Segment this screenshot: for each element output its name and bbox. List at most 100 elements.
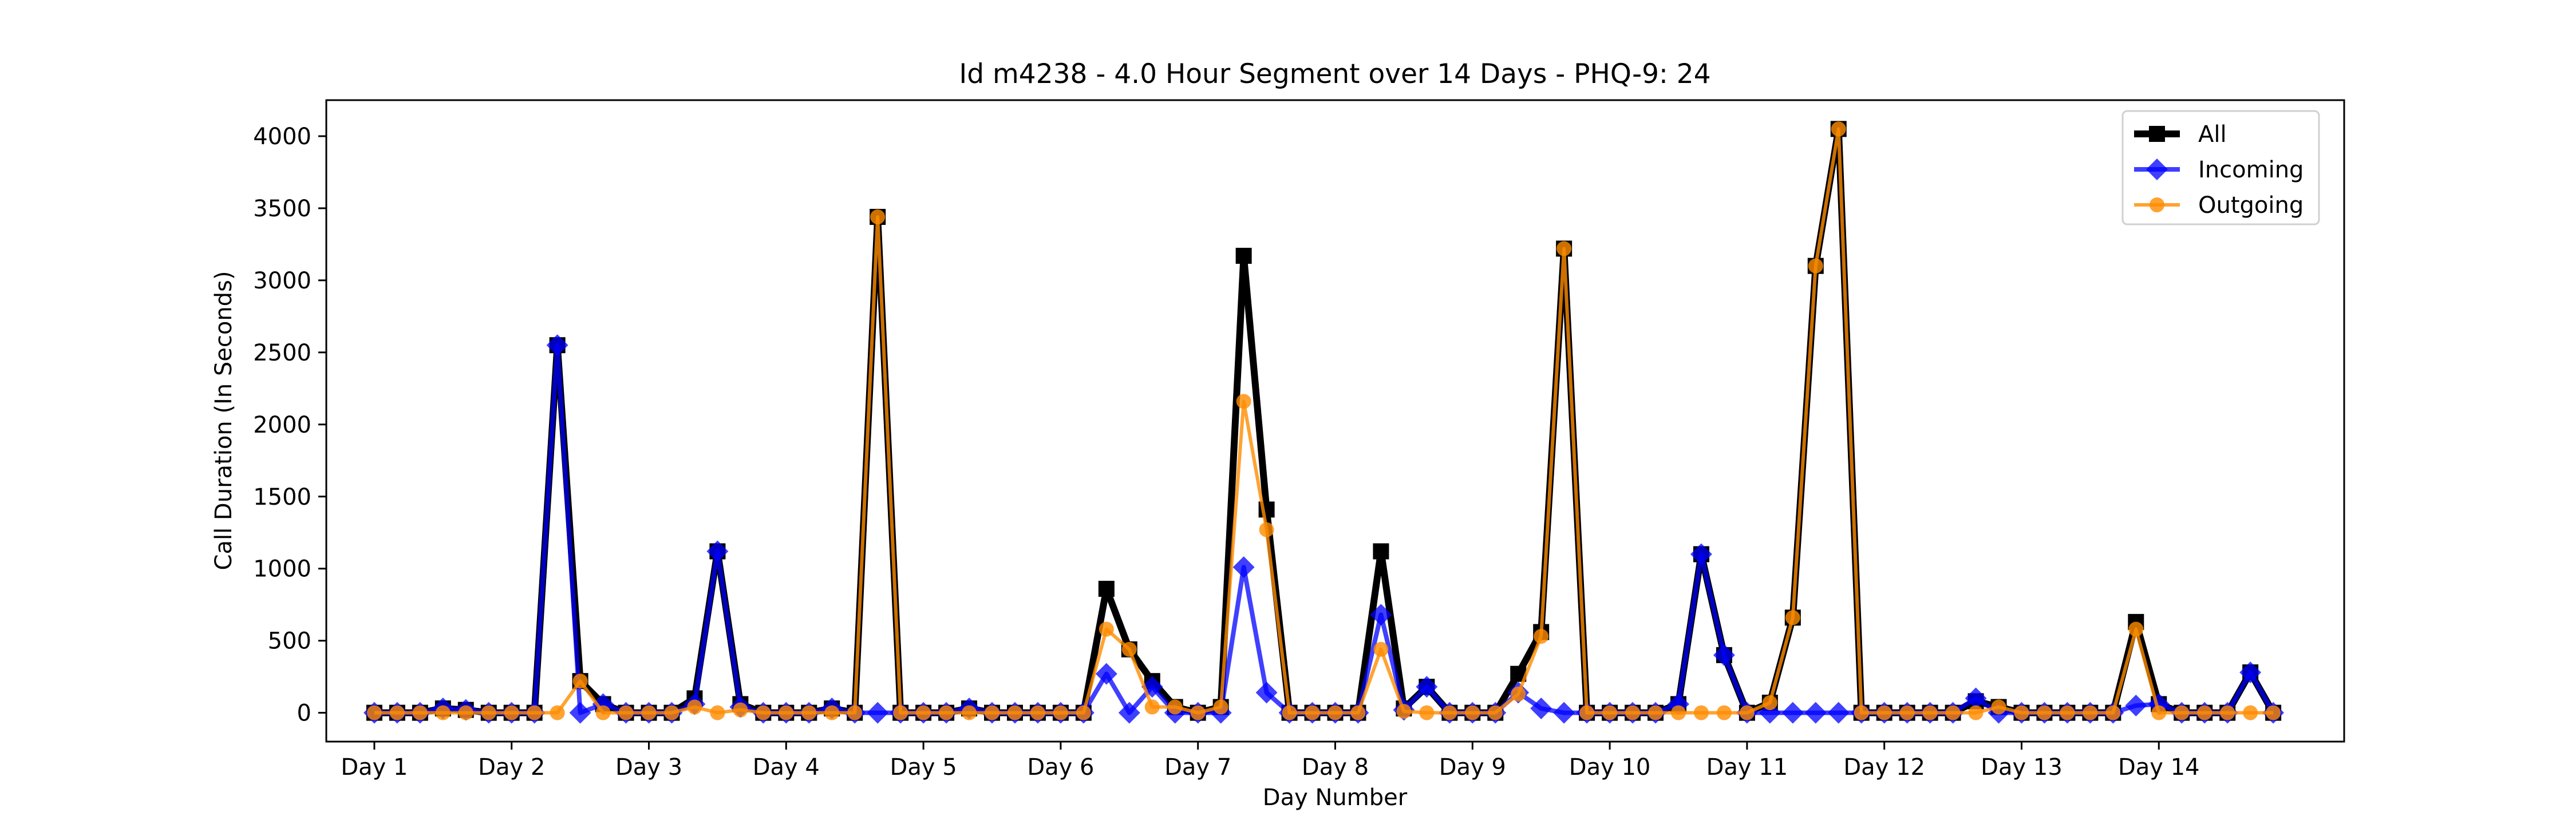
data-point xyxy=(1030,705,1045,720)
legend-marker xyxy=(2149,126,2165,142)
data-point xyxy=(2174,705,2190,720)
data-point xyxy=(1236,394,1251,409)
y-tick-label: 4000 xyxy=(253,124,311,150)
data-point xyxy=(1370,604,1392,626)
data-point xyxy=(1991,699,2006,715)
data-point xyxy=(550,705,565,720)
data-point xyxy=(2105,705,2121,720)
data-point xyxy=(618,705,634,720)
data-point xyxy=(1118,702,1140,724)
data-point xyxy=(1739,705,1755,720)
x-tick-label: Day 4 xyxy=(753,754,820,781)
data-point xyxy=(1945,705,1961,720)
data-point xyxy=(1098,580,1115,597)
data-point xyxy=(1922,705,1938,720)
data-point xyxy=(1488,705,1503,720)
data-point xyxy=(1690,543,1712,565)
data-point xyxy=(1396,704,1412,719)
data-point xyxy=(1759,702,1781,724)
data-point xyxy=(1099,621,1114,637)
data-point xyxy=(1762,695,1777,710)
data-point xyxy=(2243,705,2258,720)
data-point xyxy=(1876,705,1892,720)
data-point xyxy=(481,705,496,720)
data-point xyxy=(595,705,611,720)
data-point xyxy=(2266,705,2281,720)
y-tick-label: 1000 xyxy=(253,556,311,583)
data-point xyxy=(527,705,542,720)
data-point xyxy=(710,705,725,720)
data-point xyxy=(1579,705,1595,720)
x-tick-label: Day 2 xyxy=(478,754,545,781)
data-point xyxy=(1625,705,1641,720)
data-point xyxy=(2197,705,2212,720)
data-point xyxy=(412,705,428,720)
data-point xyxy=(1259,522,1274,537)
data-point xyxy=(1167,699,1183,715)
data-point xyxy=(1190,705,1206,720)
data-point xyxy=(389,705,405,720)
data-point xyxy=(985,705,1000,720)
data-point xyxy=(366,705,382,720)
x-tick-label: Day 5 xyxy=(890,754,957,781)
data-point xyxy=(1713,644,1735,666)
data-point xyxy=(1373,543,1389,560)
data-point xyxy=(1854,705,1869,720)
series-line xyxy=(374,125,2277,716)
data-point xyxy=(916,705,931,720)
data-point xyxy=(1785,610,1800,625)
data-point xyxy=(1053,705,1068,720)
x-axis-label: Day Number xyxy=(1263,785,1408,811)
data-point xyxy=(2060,705,2075,720)
series-line xyxy=(374,343,2275,715)
data-point xyxy=(1781,702,1804,724)
data-point xyxy=(2125,695,2147,716)
data-point xyxy=(2239,661,2262,684)
data-point xyxy=(1827,702,1850,724)
y-axis-label: Call Duration (In Seconds) xyxy=(211,271,237,571)
data-point xyxy=(546,334,568,356)
data-point xyxy=(1442,705,1457,720)
data-point xyxy=(435,705,451,720)
x-tick-label: Day 3 xyxy=(615,754,682,781)
data-point xyxy=(1556,241,1572,256)
x-tick-label: Day 8 xyxy=(1302,754,1369,781)
data-point xyxy=(1465,705,1480,720)
data-point xyxy=(1419,705,1435,720)
legend-item: Outgoing xyxy=(2134,192,2304,219)
series-all xyxy=(366,121,2282,721)
data-point xyxy=(2014,705,2029,720)
data-point xyxy=(824,705,840,720)
series-incoming xyxy=(363,334,2285,724)
data-point xyxy=(1076,705,1091,720)
data-point xyxy=(1808,258,1823,274)
data-point xyxy=(1831,121,1846,137)
data-point xyxy=(1235,248,1252,264)
y-tick-label: 2000 xyxy=(253,412,311,438)
data-point xyxy=(1716,705,1732,720)
x-tick-label: Day 13 xyxy=(1981,754,2063,781)
y-tick-label: 2500 xyxy=(253,340,311,366)
x-tick-label: Day 1 xyxy=(341,754,408,781)
legend: All Incoming Outgoing xyxy=(2121,110,2320,225)
data-point xyxy=(1602,705,1618,720)
data-point xyxy=(1350,705,1366,720)
data-point xyxy=(458,705,473,720)
data-point xyxy=(801,705,817,720)
data-point xyxy=(706,540,729,562)
data-point xyxy=(1670,705,1686,720)
data-point xyxy=(1213,699,1228,715)
plot-frame xyxy=(325,99,2345,743)
data-point xyxy=(664,705,679,720)
y-tick-label: 0 xyxy=(297,700,311,727)
data-point xyxy=(1232,556,1255,579)
y-tick-label: 500 xyxy=(268,628,311,655)
x-tick-label: Day 7 xyxy=(1164,754,1231,781)
data-point xyxy=(1095,663,1117,685)
y-tick-label: 1500 xyxy=(253,484,311,510)
legend-label: Incoming xyxy=(2198,157,2304,183)
data-point xyxy=(779,705,794,720)
data-point xyxy=(2037,705,2052,720)
y-tick-label: 3500 xyxy=(253,196,311,222)
